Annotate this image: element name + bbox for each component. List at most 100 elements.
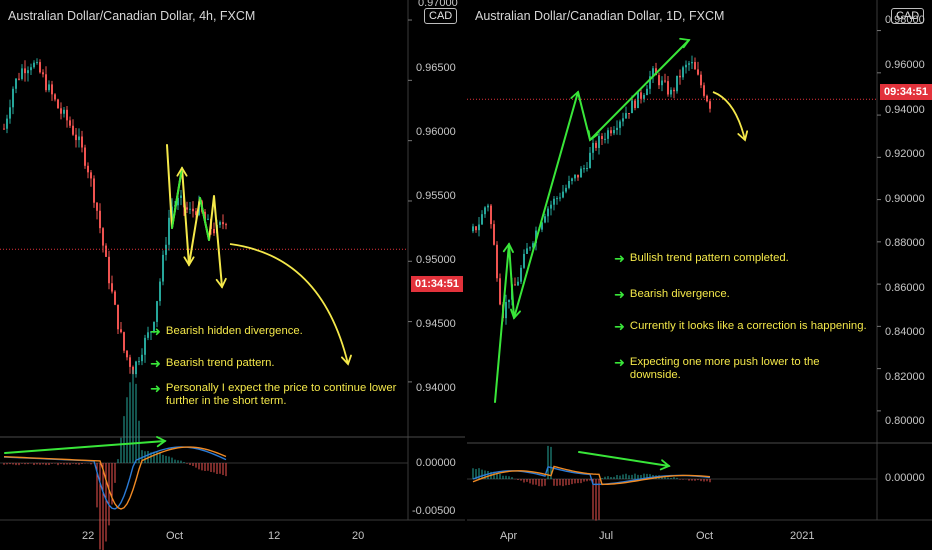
pattern-arrow-head: [587, 130, 599, 142]
right-currency-button[interactable]: CAD: [891, 8, 925, 24]
candle-body: [165, 244, 167, 255]
candle-body: [93, 178, 95, 203]
candle-body: [643, 95, 645, 99]
projection-curve: [229, 243, 349, 365]
green-arrow-icon: ➜: [150, 381, 161, 396]
candle-body: [610, 130, 612, 134]
left-note-3: ➜ Personally I expect the price to conti…: [150, 382, 410, 408]
pattern-arrow-head: [215, 277, 227, 289]
candle-body: [39, 62, 41, 73]
right-countdown-tag: 09:34:51: [880, 84, 932, 100]
candle-body: [652, 68, 654, 77]
candle-body: [517, 281, 519, 286]
candle-body: [162, 254, 164, 282]
left-price-tick: 0.94500: [416, 318, 456, 330]
left-price-tick: 0.96000: [416, 126, 456, 138]
candle-body: [126, 350, 128, 358]
candle-body: [105, 245, 107, 257]
candle-body: [475, 226, 477, 231]
candle-body: [682, 67, 684, 78]
candle-body: [544, 216, 546, 223]
candle-body: [676, 75, 678, 92]
right-note-text-3: Currently it looks like a correction is …: [629, 320, 867, 332]
candle-body: [192, 208, 194, 212]
left-chart-panel[interactable]: Australian Dollar/Canadian Dollar, 4h, F…: [0, 0, 465, 550]
candle-body: [589, 152, 591, 169]
right-osc-tick: 0.00000: [885, 472, 925, 484]
candle-body: [541, 222, 543, 230]
candle-body: [15, 78, 17, 89]
candle-body: [607, 130, 609, 139]
candle-body: [559, 197, 561, 199]
signal-line: [3, 446, 227, 510]
candle-body: [481, 214, 483, 225]
candle-body: [54, 94, 56, 100]
candle-body: [219, 222, 221, 225]
green-arrow-icon: ➜: [150, 356, 161, 371]
left-osc-tick: -0.00500: [412, 505, 456, 517]
green-arrow-icon: ➜: [614, 319, 625, 334]
left-countdown-tag: 01:34:51: [411, 276, 464, 292]
candle-body: [640, 92, 642, 99]
candle-body: [628, 113, 630, 115]
candle-body: [553, 198, 555, 205]
pattern-leg-green: [199, 197, 210, 241]
left-note-text-3: Personally I expect the price to continu…: [165, 382, 397, 407]
candle-body: [12, 88, 14, 108]
candle-body: [571, 178, 573, 181]
candle-body: [493, 224, 495, 245]
green-arrow-icon: ➜: [614, 355, 625, 370]
signal-line: [472, 465, 711, 486]
candle-body: [697, 69, 699, 75]
candle-body: [562, 191, 564, 198]
candle-body: [156, 301, 158, 322]
candle-body: [658, 75, 660, 86]
candle-body: [673, 89, 675, 92]
candle-body: [144, 337, 146, 355]
candle-body: [691, 62, 693, 64]
candle-body: [514, 284, 516, 286]
candle-body: [24, 68, 26, 74]
candle-body: [595, 142, 597, 148]
green-arrow-icon: ➜: [614, 251, 625, 266]
candle-body: [36, 62, 38, 64]
left-note-text-2: Bearish trend pattern.: [165, 357, 275, 369]
candle-body: [631, 100, 633, 114]
right-note-text-1: Bullish trend pattern completed.: [629, 252, 789, 264]
bearish-pattern-line: [166, 144, 223, 288]
candle-body: [700, 74, 702, 86]
candle-body: [129, 357, 131, 367]
candle-body: [21, 68, 23, 79]
candle-body: [111, 283, 113, 292]
right-chart-panel[interactable]: Australian Dollar/Canadian Dollar, 1D, F…: [467, 0, 932, 550]
candle-body: [688, 63, 690, 65]
candle-body: [649, 76, 651, 89]
candle-body: [180, 195, 182, 198]
candle-body: [6, 118, 8, 129]
pattern-arrow-head: [502, 242, 514, 253]
candle-body: [604, 138, 606, 140]
candle-body: [529, 247, 531, 249]
candle-body: [523, 253, 525, 268]
candle-body: [177, 197, 179, 206]
candle-body: [694, 62, 696, 70]
candle-body: [57, 99, 59, 109]
candle-body: [84, 147, 86, 166]
candle-body: [78, 136, 80, 141]
divergence-arrow-head: [156, 436, 167, 448]
candle-body: [550, 204, 552, 209]
left-note-2: ➜ Bearish trend pattern.: [150, 357, 275, 370]
candle-body: [670, 89, 672, 95]
candle-body: [622, 118, 624, 122]
candle-body: [102, 228, 104, 246]
candle-body: [96, 202, 98, 211]
left-chart-canvas[interactable]: [0, 0, 465, 550]
right-note-1: ➜ Bullish trend pattern completed.: [614, 252, 789, 265]
left-currency-button[interactable]: CAD: [424, 8, 458, 24]
right-price-tick: 0.88000: [885, 237, 925, 249]
candle-body: [195, 211, 197, 215]
right-chart-canvas[interactable]: [467, 0, 932, 550]
candle-body: [487, 205, 489, 208]
candle-body: [90, 172, 92, 179]
right-price-tick: 0.90000: [885, 193, 925, 205]
